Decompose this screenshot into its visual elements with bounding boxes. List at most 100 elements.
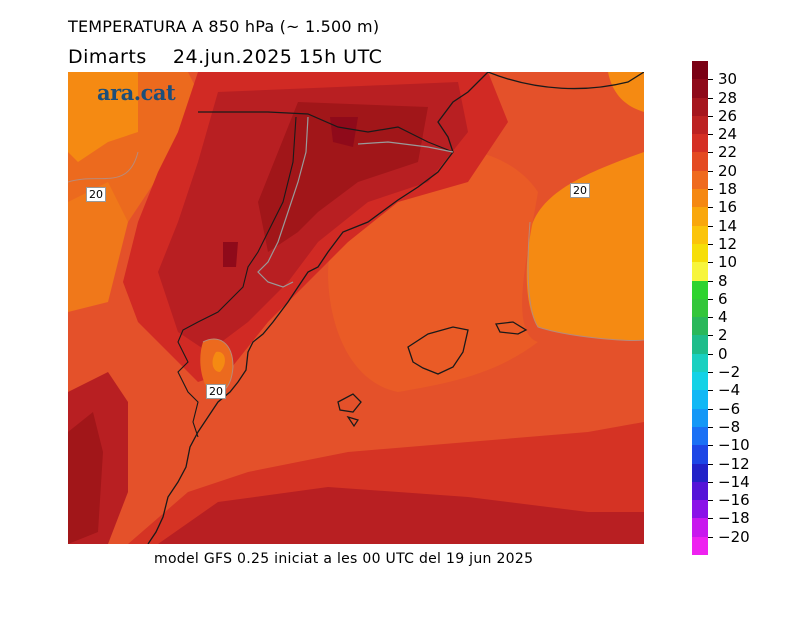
legend-swatch	[692, 481, 708, 501]
legend-swatch	[692, 372, 708, 391]
legend-label: −18	[718, 509, 750, 528]
legend-label: 10	[718, 253, 738, 272]
isotherm-region	[212, 351, 225, 372]
legend-tick	[708, 262, 713, 264]
legend-tick	[708, 463, 713, 465]
legend-label: −4	[718, 381, 741, 400]
legend-swatch	[692, 445, 708, 464]
legend-label: 0	[718, 344, 728, 363]
legend-label: 12	[718, 234, 738, 253]
legend-label: −2	[718, 363, 741, 382]
legend-tick	[708, 243, 713, 245]
legend-label: 14	[718, 216, 738, 235]
legend-label: 18	[718, 180, 738, 199]
legend-tick	[708, 500, 713, 502]
legend-label: 16	[718, 198, 738, 217]
legend-tick	[708, 298, 713, 300]
legend-tick	[708, 280, 713, 282]
legend-tick	[708, 79, 713, 81]
isotherm-region	[223, 242, 238, 267]
country-border	[198, 111, 454, 153]
legend-tick	[708, 518, 713, 520]
region-border	[177, 116, 297, 438]
legend-swatch	[692, 408, 708, 428]
legend-swatch	[692, 390, 708, 410]
legend-swatch	[692, 536, 708, 556]
isotherm-line	[527, 221, 644, 341]
legend-label: −12	[718, 454, 750, 473]
legend-label: 28	[718, 88, 738, 107]
legend-swatch	[692, 97, 708, 117]
legend-swatch	[692, 61, 708, 80]
isotherm-region	[68, 182, 128, 312]
legend-swatch	[692, 225, 708, 245]
legend-swatch	[692, 353, 708, 373]
legend-tick	[708, 207, 713, 209]
legend-tick	[708, 115, 713, 117]
legend-label: −6	[718, 399, 741, 418]
isotherm-region	[526, 152, 644, 341]
legend-label: 20	[718, 161, 738, 180]
aracat-logo[interactable]: ara.cat	[97, 80, 176, 105]
legend-swatch	[692, 463, 708, 483]
isotherm-region	[158, 487, 644, 544]
legend-swatch	[692, 243, 708, 263]
legend-tick	[708, 170, 713, 172]
legend-swatch	[692, 170, 708, 190]
isotherm-region	[608, 72, 644, 112]
forecast-day: Dimarts	[68, 46, 147, 68]
legend-tick	[708, 481, 713, 483]
legend-swatch	[692, 134, 708, 153]
legend-tick	[708, 536, 713, 538]
legend-label: −10	[718, 436, 750, 455]
legend-label: 2	[718, 326, 728, 345]
island-menorca	[495, 321, 528, 335]
color-legend: 30 28 26 24 22 20 18 16 14 12 10 8 6 4 2 0 −2 −4 −6 −8 −10 −1…	[692, 61, 750, 556]
isotherm-region	[68, 412, 103, 544]
legend-swatch	[692, 335, 708, 355]
legend-label: 30	[718, 70, 738, 89]
isotherm-region	[258, 102, 428, 252]
legend-label: −16	[718, 491, 750, 510]
legend-tick	[708, 97, 713, 99]
model-info: model GFS 0.25 iniciat a les 00 UTC del …	[154, 551, 534, 567]
legend-swatch	[692, 152, 708, 172]
legend-label: 26	[718, 106, 738, 125]
isotherm-line	[68, 151, 139, 183]
coastline	[147, 72, 489, 544]
legend-swatch	[692, 189, 708, 208]
legend-tick	[708, 134, 713, 136]
temperature-map	[68, 72, 644, 544]
legend-label: 22	[718, 143, 738, 162]
contour-label: 20	[570, 183, 590, 198]
legend-swatch	[692, 115, 708, 135]
legend-swatch	[692, 79, 708, 99]
legend-label: −14	[718, 472, 750, 491]
legend-tick	[708, 426, 713, 428]
legend-swatch	[692, 518, 708, 538]
coastline	[487, 72, 644, 90]
legend-tick	[708, 445, 713, 447]
region-border	[357, 141, 454, 153]
region-border	[257, 116, 309, 288]
contour-label: 20	[86, 187, 106, 202]
legend-swatch	[692, 317, 708, 336]
legend-tick	[708, 335, 713, 337]
legend-tick	[708, 372, 713, 374]
legend-tick	[708, 317, 713, 319]
legend-label: 8	[718, 271, 728, 290]
legend-label: −20	[718, 527, 750, 546]
legend-swatch	[692, 280, 708, 300]
legend-label: 6	[718, 289, 728, 308]
legend-label: 24	[718, 125, 738, 144]
forecast-datetime: Dimarts 24.jun.2025 15h UTC	[68, 46, 382, 68]
isotherm-region	[330, 117, 358, 147]
legend-tick	[708, 353, 713, 355]
legend-swatch	[692, 298, 708, 318]
island-ibiza	[337, 393, 362, 413]
legend-label: −8	[718, 417, 741, 436]
legend-swatch	[692, 207, 708, 227]
legend-tick	[708, 390, 713, 392]
legend-swatch	[692, 262, 708, 282]
legend-swatch	[692, 426, 708, 446]
